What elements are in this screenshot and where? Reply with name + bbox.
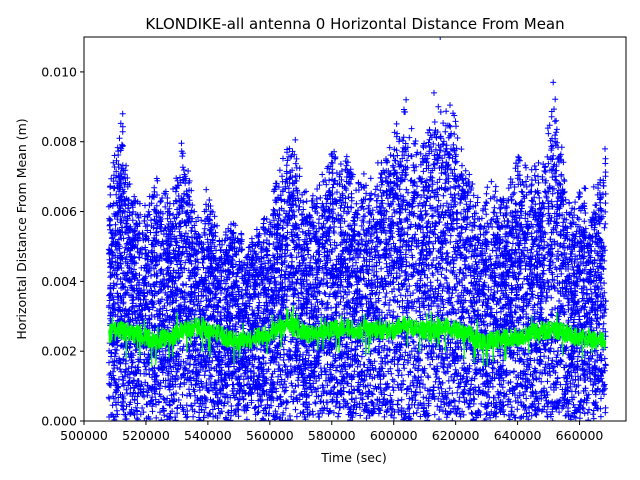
y-axis: 0.000 0.002 0.004 0.006 0.008 0.010 (41, 64, 84, 429)
y-tick-label: 0.000 (41, 414, 77, 429)
x-axis: 500000 520000 540000 560000 580000 600000 6200… (60, 421, 603, 443)
x-tick-label: 520000 (122, 428, 170, 443)
x-tick-label: 540000 (184, 428, 232, 443)
y-tick-label: 0.004 (41, 274, 77, 289)
y-tick-label: 0.008 (41, 134, 77, 149)
x-tick-label: 560000 (246, 428, 294, 443)
x-tick-label: 620000 (432, 428, 480, 443)
y-tick-label: 0.002 (41, 344, 77, 359)
x-tick-label: 580000 (308, 428, 356, 443)
line-series-green (108, 305, 607, 367)
x-tick-label: 600000 (370, 428, 418, 443)
x-axis-label: Time (sec) (320, 450, 386, 465)
x-tick-label: 500000 (60, 428, 108, 443)
y-tick-label: 0.010 (41, 64, 77, 79)
x-tick-label: 660000 (556, 428, 604, 443)
y-tick-label: 0.006 (41, 204, 77, 219)
x-tick-label: 640000 (494, 428, 542, 443)
line-path-green (108, 305, 607, 367)
chart-title: KLONDIKE-all antenna 0 Horizontal Distan… (145, 15, 564, 33)
plot-frame (83, 36, 627, 422)
plot-area (105, 37, 609, 421)
y-axis-label: Horizontal Distance From Mean (m) (14, 118, 29, 339)
